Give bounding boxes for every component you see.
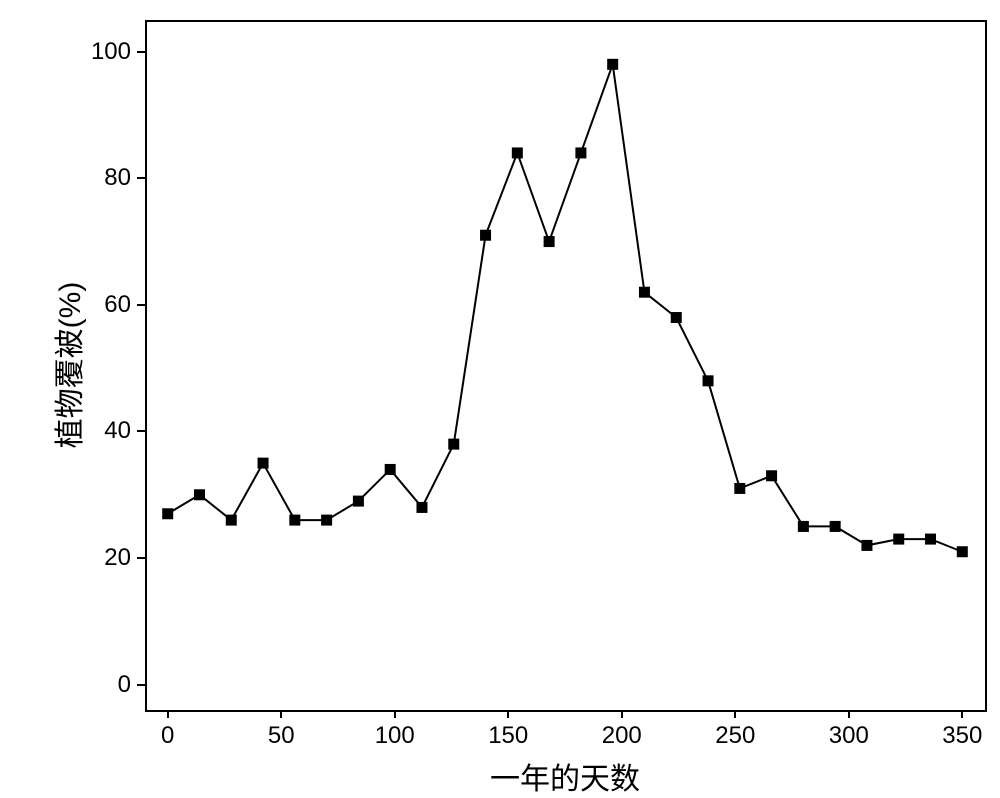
data-marker [925, 534, 936, 545]
data-marker [226, 515, 237, 526]
data-marker [861, 540, 872, 551]
x-tick [621, 710, 623, 718]
x-tick-label: 200 [602, 722, 642, 750]
data-marker [448, 439, 459, 450]
data-marker [321, 515, 332, 526]
data-marker [893, 534, 904, 545]
data-marker [957, 546, 968, 557]
data-marker [353, 496, 364, 507]
x-tick [394, 710, 396, 718]
axis-line [145, 20, 987, 22]
y-tick-label: 20 [104, 544, 131, 572]
data-marker [734, 483, 745, 494]
y-tick [137, 557, 145, 559]
x-axis-title: 一年的天数 [490, 754, 640, 798]
y-tick-label: 0 [118, 671, 131, 699]
line-chart-svg [0, 0, 1000, 797]
data-marker [830, 521, 841, 532]
data-marker [798, 521, 809, 532]
y-tick-label: 40 [104, 417, 131, 445]
x-tick [280, 710, 282, 718]
y-tick [137, 304, 145, 306]
y-tick-label: 100 [91, 38, 131, 66]
axis-line [145, 20, 147, 712]
data-marker [766, 470, 777, 481]
x-tick-label: 100 [375, 722, 415, 750]
y-axis-title: 植物覆被(%) [45, 282, 89, 449]
x-tick-label: 150 [488, 722, 528, 750]
chart-container: 一年的天数 植物覆被(%) 0 50 100 150 200 250 300 350 0 20 40… [0, 0, 1000, 797]
data-marker [480, 230, 491, 241]
data-marker [289, 515, 300, 526]
data-marker [703, 375, 714, 386]
axis-line [985, 20, 987, 712]
data-marker [416, 502, 427, 513]
x-tick [507, 710, 509, 718]
x-tick-label: 300 [829, 722, 869, 750]
data-marker [575, 147, 586, 158]
x-tick-label: 0 [161, 722, 174, 750]
data-marker [671, 312, 682, 323]
y-tick [137, 430, 145, 432]
x-tick [167, 710, 169, 718]
y-tick-label: 60 [104, 291, 131, 319]
data-marker [194, 489, 205, 500]
y-tick [137, 51, 145, 53]
data-marker [639, 287, 650, 298]
x-tick-label: 50 [268, 722, 295, 750]
x-tick [848, 710, 850, 718]
data-marker [512, 147, 523, 158]
data-line [168, 64, 963, 551]
data-marker [385, 464, 396, 475]
x-tick [961, 710, 963, 718]
data-marker [258, 458, 269, 469]
data-marker [607, 59, 618, 70]
x-tick [734, 710, 736, 718]
y-tick [137, 177, 145, 179]
y-tick-label: 80 [104, 164, 131, 192]
data-marker [162, 508, 173, 519]
x-tick-label: 250 [715, 722, 755, 750]
data-marker [544, 236, 555, 247]
x-tick-label: 350 [942, 722, 982, 750]
y-tick [137, 684, 145, 686]
axis-line [145, 710, 987, 712]
